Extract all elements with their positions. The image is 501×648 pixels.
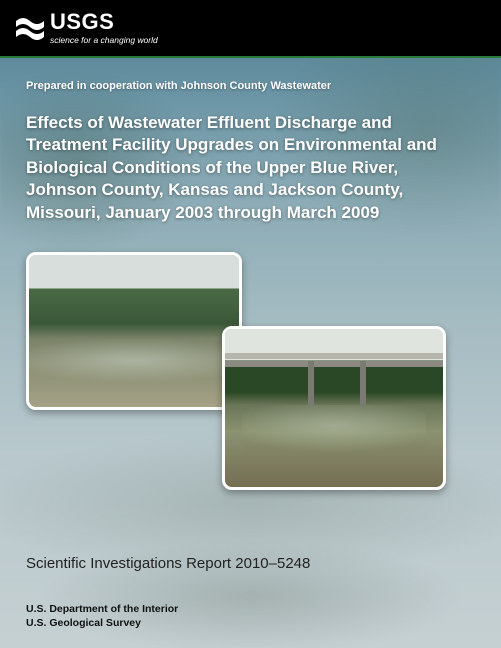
cover-photo-bridge bbox=[222, 326, 446, 490]
publisher-line-2: U.S. Geological Survey bbox=[26, 616, 475, 630]
bridge-deck bbox=[225, 361, 443, 367]
series-line: Scientific Investigations Report 2010–52… bbox=[26, 555, 475, 572]
cooperation-line: Prepared in cooperation with Johnson Cou… bbox=[26, 80, 475, 92]
header-bar: USGS science for a changing world bbox=[0, 0, 501, 58]
agency-abbrev: USGS bbox=[50, 11, 158, 33]
usgs-wave-icon bbox=[16, 13, 44, 43]
publisher-line-1: U.S. Department of the Interior bbox=[26, 602, 475, 616]
report-title: Effects of Wastewater Effluent Discharge… bbox=[26, 112, 466, 224]
bridge-scene-graphic bbox=[225, 329, 443, 487]
publisher-block: U.S. Department of the Interior U.S. Geo… bbox=[26, 602, 475, 630]
bridge-pier bbox=[308, 361, 314, 405]
river-scene-graphic bbox=[29, 255, 239, 407]
agency-tagline: science for a changing world bbox=[50, 35, 158, 45]
bridge-pier bbox=[360, 361, 366, 405]
usgs-logo: USGS science for a changing world bbox=[16, 11, 158, 45]
cover-photo-river bbox=[26, 252, 242, 410]
cover-content: Prepared in cooperation with Johnson Cou… bbox=[0, 58, 501, 502]
photo-group bbox=[26, 252, 475, 502]
footer-block: Scientific Investigations Report 2010–52… bbox=[26, 555, 475, 630]
